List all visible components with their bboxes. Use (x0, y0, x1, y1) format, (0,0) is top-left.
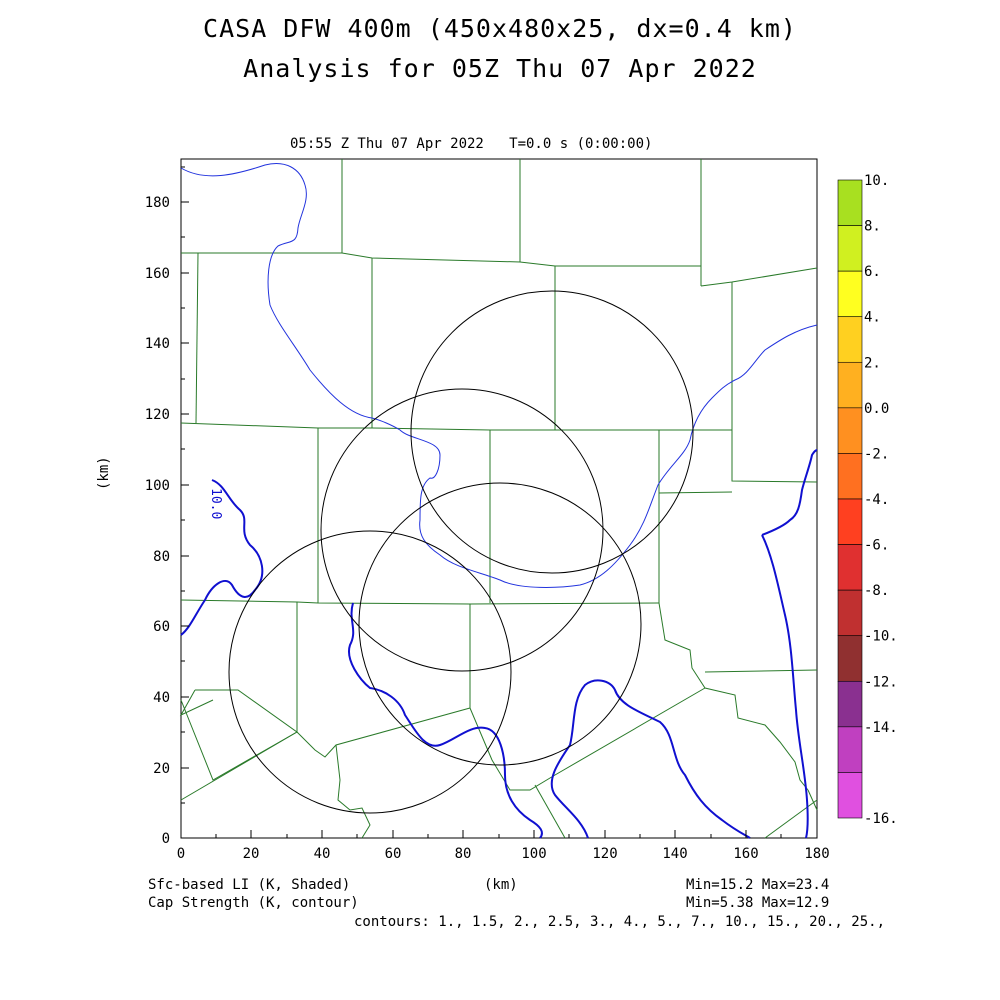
colorbar-swatch (837, 179, 863, 226)
colorbar-swatch (837, 270, 863, 318)
colorbar-label: 10. (864, 173, 889, 189)
colorbar-label: -8. (864, 583, 889, 599)
colorbar-swatch (837, 225, 863, 272)
colorbar-swatch (837, 589, 863, 637)
x-tick-label: 160 (733, 846, 758, 862)
y-tick-label: 180 (145, 195, 170, 211)
y-tick-label: 40 (153, 690, 170, 706)
shaded-minmax: Min=15.2 Max=23.4 (686, 877, 830, 893)
y-tick-label: 80 (153, 549, 170, 565)
colorbar-swatch (837, 680, 863, 728)
colorbar-swatch (837, 361, 863, 409)
x-tick-label: 180 (804, 846, 829, 862)
colorbar-label: -2. (864, 446, 889, 462)
cap-strength-contours (180, 449, 818, 839)
y-tick-label: 60 (153, 619, 170, 635)
county-boundaries (179, 159, 818, 839)
contour-minmax: Min=5.38 Max=12.9 (686, 895, 830, 911)
colorbar-swatch (837, 498, 863, 545)
colorbar-swatch (837, 544, 863, 591)
river-outline (180, 163, 818, 588)
contour-levels: contours: 1., 1.5, 2., 2.5, 3., 4., 5., … (354, 914, 886, 930)
x-tick-label: 60 (385, 846, 402, 862)
title-line-1: CASA DFW 400m (450x480x25, dx=0.4 km) (203, 14, 797, 43)
colorbar-label: 4. (864, 310, 881, 326)
colorbar-swatch (837, 453, 863, 500)
colorbar-label: 0.0 (864, 401, 889, 417)
x-tick-label: 80 (455, 846, 472, 862)
x-tick-label: 100 (521, 846, 546, 862)
colorbar: 10. 8. 6. 4. 2. 0.0 -2. -4. -6. -8. -10. -12. -14. -1… (837, 173, 898, 827)
x-axis-label: (km) (484, 877, 518, 893)
colorbar-label: 6. (864, 264, 881, 280)
colorbar-label: 8. (864, 219, 881, 235)
colorbar-swatch (837, 635, 863, 682)
y-tick-label: 20 (153, 761, 170, 777)
colorbar-swatch (837, 772, 863, 819)
colorbar-swatch (837, 726, 863, 773)
title-line-2: Analysis for 05Z Thu 07 Apr 2022 (243, 54, 757, 83)
y-axis-ticks (181, 166, 189, 839)
radar-ring (228, 530, 512, 814)
shaded-field-label: Sfc-based LI (K, Shaded) (148, 877, 351, 893)
colorbar-label: -16. (864, 811, 898, 827)
radar-ring (358, 482, 642, 766)
colorbar-swatch (837, 316, 863, 363)
x-tick-label: 40 (314, 846, 331, 862)
x-tick-label: 20 (243, 846, 260, 862)
colorbar-label: 2. (864, 355, 881, 371)
y-tick-label: 140 (145, 336, 170, 352)
radar-ring (410, 290, 694, 574)
x-tick-label: 0 (177, 846, 185, 862)
y-tick-label: 120 (145, 407, 170, 423)
x-tick-label: 140 (662, 846, 687, 862)
colorbar-label: -4. (864, 492, 889, 508)
contour-label: 10.0 (208, 488, 223, 519)
colorbar-swatch (837, 407, 863, 454)
radar-ring (320, 388, 604, 672)
colorbar-label: -14. (864, 720, 898, 736)
y-tick-label: 100 (145, 478, 170, 494)
map-frame (180, 158, 818, 839)
colorbar-label: -6. (864, 538, 889, 554)
x-axis-ticks (180, 830, 818, 838)
valid-time-label: 05:55 Z Thu 07 Apr 2022 T=0.0 s (0:00:00… (290, 136, 653, 152)
contour-field-label: Cap Strength (K, contour) (148, 895, 359, 911)
colorbar-label: -10. (864, 629, 898, 645)
y-tick-label: 0 (162, 831, 170, 847)
colorbar-label: -12. (864, 674, 898, 690)
y-tick-label: 160 (145, 266, 170, 282)
x-tick-label: 120 (592, 846, 617, 862)
radar-range-rings (228, 290, 694, 814)
